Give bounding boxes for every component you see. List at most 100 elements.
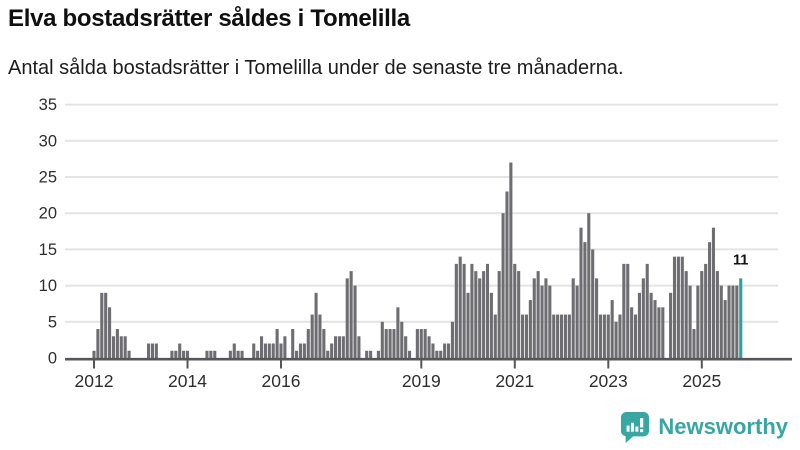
bar xyxy=(275,329,279,358)
x-axis-tick-label: 2025 xyxy=(682,371,721,391)
bar xyxy=(723,300,727,358)
y-axis-tick-label: 5 xyxy=(48,313,57,331)
bar xyxy=(263,343,267,358)
bar xyxy=(513,263,517,358)
bar xyxy=(727,285,731,358)
bar xyxy=(637,292,641,358)
bar xyxy=(295,350,299,358)
bar xyxy=(396,307,400,358)
bar xyxy=(649,292,653,358)
bar xyxy=(645,263,649,358)
bar xyxy=(127,350,131,358)
bar xyxy=(256,350,260,358)
bar xyxy=(696,285,700,358)
bar xyxy=(552,314,556,358)
highlight-value-label: 11 xyxy=(733,252,748,268)
y-axis-tick-label: 20 xyxy=(39,205,57,223)
bar xyxy=(322,329,326,358)
bar xyxy=(170,350,174,358)
y-axis-tick-label: 0 xyxy=(48,350,57,368)
bar xyxy=(306,329,310,358)
bar xyxy=(310,314,314,358)
bar xyxy=(146,343,151,358)
bar xyxy=(559,314,564,358)
bar xyxy=(548,285,552,358)
bar xyxy=(478,278,482,358)
bar xyxy=(283,336,287,358)
bar xyxy=(123,336,127,358)
y-axis-tick-label: 15 xyxy=(39,241,57,259)
bar xyxy=(544,278,548,358)
bar xyxy=(661,307,665,358)
bar xyxy=(376,350,380,358)
x-axis-tick-label: 2021 xyxy=(495,371,534,391)
bar xyxy=(595,278,599,358)
bar xyxy=(341,336,345,358)
bar xyxy=(532,278,536,358)
bar xyxy=(626,263,630,358)
x-axis-tick-label: 2023 xyxy=(589,371,628,391)
bar xyxy=(443,343,447,358)
bar xyxy=(462,263,466,358)
bar xyxy=(419,329,423,358)
bar xyxy=(298,343,303,358)
bar xyxy=(563,314,567,358)
bar xyxy=(318,314,322,358)
bar xyxy=(388,329,392,358)
bar xyxy=(96,329,100,358)
bar xyxy=(205,350,209,358)
bar xyxy=(392,329,396,358)
bar xyxy=(104,292,108,358)
y-axis-tick-label: 25 xyxy=(39,169,57,187)
bar xyxy=(408,350,412,358)
bar xyxy=(622,263,626,358)
bar xyxy=(606,314,610,358)
bar xyxy=(228,350,232,358)
bar xyxy=(618,314,622,358)
bar xyxy=(493,314,497,358)
bar xyxy=(240,350,244,358)
bar xyxy=(349,271,353,358)
bar xyxy=(252,343,256,358)
bar xyxy=(182,350,186,358)
bar xyxy=(267,343,271,358)
bar xyxy=(427,336,431,358)
bar xyxy=(672,256,677,358)
bar xyxy=(528,300,532,358)
bar xyxy=(489,292,493,358)
bar xyxy=(579,227,583,358)
bar xyxy=(209,350,213,358)
bar xyxy=(150,343,154,358)
bar xyxy=(454,263,458,358)
bar xyxy=(485,263,490,358)
bar xyxy=(669,292,673,358)
bar xyxy=(291,329,295,358)
bar xyxy=(680,256,684,358)
bar xyxy=(302,343,306,358)
bar xyxy=(497,271,501,358)
bar xyxy=(435,350,439,358)
bar xyxy=(345,278,349,358)
bar xyxy=(92,350,96,358)
x-axis-tick-label: 2019 xyxy=(402,371,441,391)
bar xyxy=(524,314,529,358)
bar xyxy=(482,271,486,358)
bar xyxy=(450,321,454,358)
bar xyxy=(587,213,591,358)
bar xyxy=(684,271,688,358)
bar xyxy=(719,285,723,358)
bar xyxy=(571,278,575,358)
bar xyxy=(509,162,513,358)
bar xyxy=(470,263,474,358)
bar xyxy=(583,242,587,358)
bar xyxy=(365,350,369,358)
y-axis-tick-label: 30 xyxy=(39,132,57,150)
bar xyxy=(236,350,240,358)
bar xyxy=(536,271,540,358)
bar xyxy=(174,350,178,358)
bar xyxy=(614,321,618,358)
bar xyxy=(676,256,680,358)
bar xyxy=(279,343,283,358)
bar xyxy=(185,350,190,358)
